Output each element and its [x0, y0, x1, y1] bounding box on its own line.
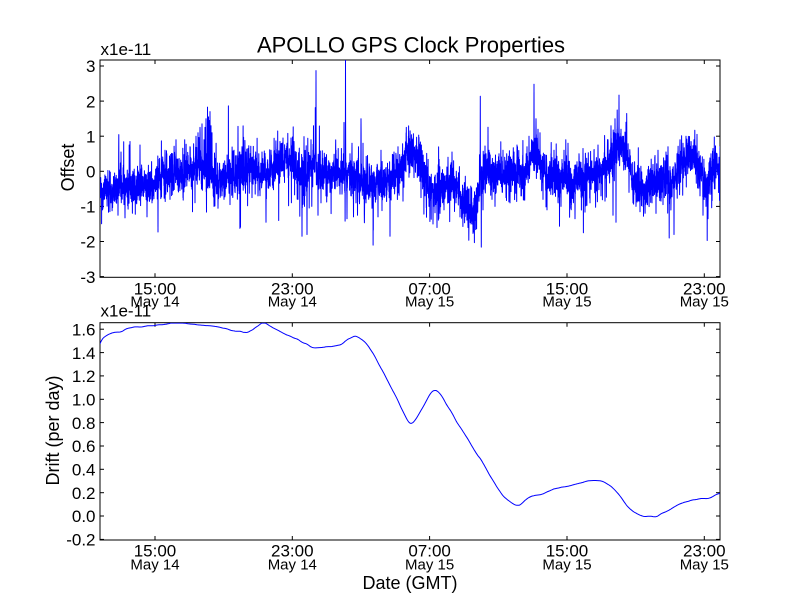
svg-text:-2: -2: [80, 233, 95, 252]
svg-text:0: 0: [86, 163, 95, 182]
svg-text:3: 3: [86, 57, 95, 76]
svg-text:1.4: 1.4: [72, 344, 96, 363]
svg-text:1.6: 1.6: [72, 320, 96, 339]
svg-text:1: 1: [86, 127, 95, 146]
svg-text:1.0: 1.0: [72, 391, 96, 410]
svg-text:0.6: 0.6: [72, 437, 96, 456]
svg-text:May 15: May 15: [542, 557, 591, 574]
svg-text:15:00: 15:00: [134, 542, 177, 561]
svg-text:May 14: May 14: [268, 294, 317, 311]
svg-text:0.2: 0.2: [72, 484, 96, 503]
svg-text:May 14: May 14: [130, 294, 179, 311]
svg-text:15:00: 15:00: [546, 280, 589, 299]
svg-text:1.2: 1.2: [72, 367, 96, 386]
svg-text:May 14: May 14: [268, 557, 317, 574]
svg-text:-3: -3: [80, 268, 95, 287]
svg-text:May 15: May 15: [405, 294, 454, 311]
svg-text:23:00: 23:00: [271, 280, 314, 299]
svg-text:Drift (per day): Drift (per day): [43, 375, 63, 485]
svg-text:0.8: 0.8: [72, 414, 96, 433]
svg-text:May 14: May 14: [130, 557, 179, 574]
svg-text:x1e-11: x1e-11: [101, 302, 152, 321]
svg-text:May 15: May 15: [680, 294, 729, 311]
svg-text:APOLLO GPS Clock Properties: APOLLO GPS Clock Properties: [257, 33, 565, 58]
svg-text:Offset: Offset: [58, 144, 78, 192]
svg-text:23:00: 23:00: [271, 542, 314, 561]
svg-text:07:00: 07:00: [408, 542, 451, 561]
svg-text:0.4: 0.4: [72, 461, 96, 480]
svg-text:07:00: 07:00: [408, 280, 451, 299]
svg-text:x1e-11: x1e-11: [101, 40, 152, 59]
svg-text:-1: -1: [80, 198, 95, 217]
svg-text:-0.2: -0.2: [66, 531, 95, 550]
svg-text:May 15: May 15: [680, 557, 729, 574]
svg-text:May 15: May 15: [542, 294, 591, 311]
svg-text:May 15: May 15: [405, 557, 454, 574]
svg-text:15:00: 15:00: [546, 542, 589, 561]
svg-text:2: 2: [86, 92, 95, 111]
svg-text:15:00: 15:00: [134, 280, 177, 299]
svg-text:23:00: 23:00: [683, 542, 726, 561]
svg-text:23:00: 23:00: [683, 280, 726, 299]
svg-text:0.0: 0.0: [72, 507, 96, 526]
svg-text:Date (GMT): Date (GMT): [362, 573, 457, 593]
